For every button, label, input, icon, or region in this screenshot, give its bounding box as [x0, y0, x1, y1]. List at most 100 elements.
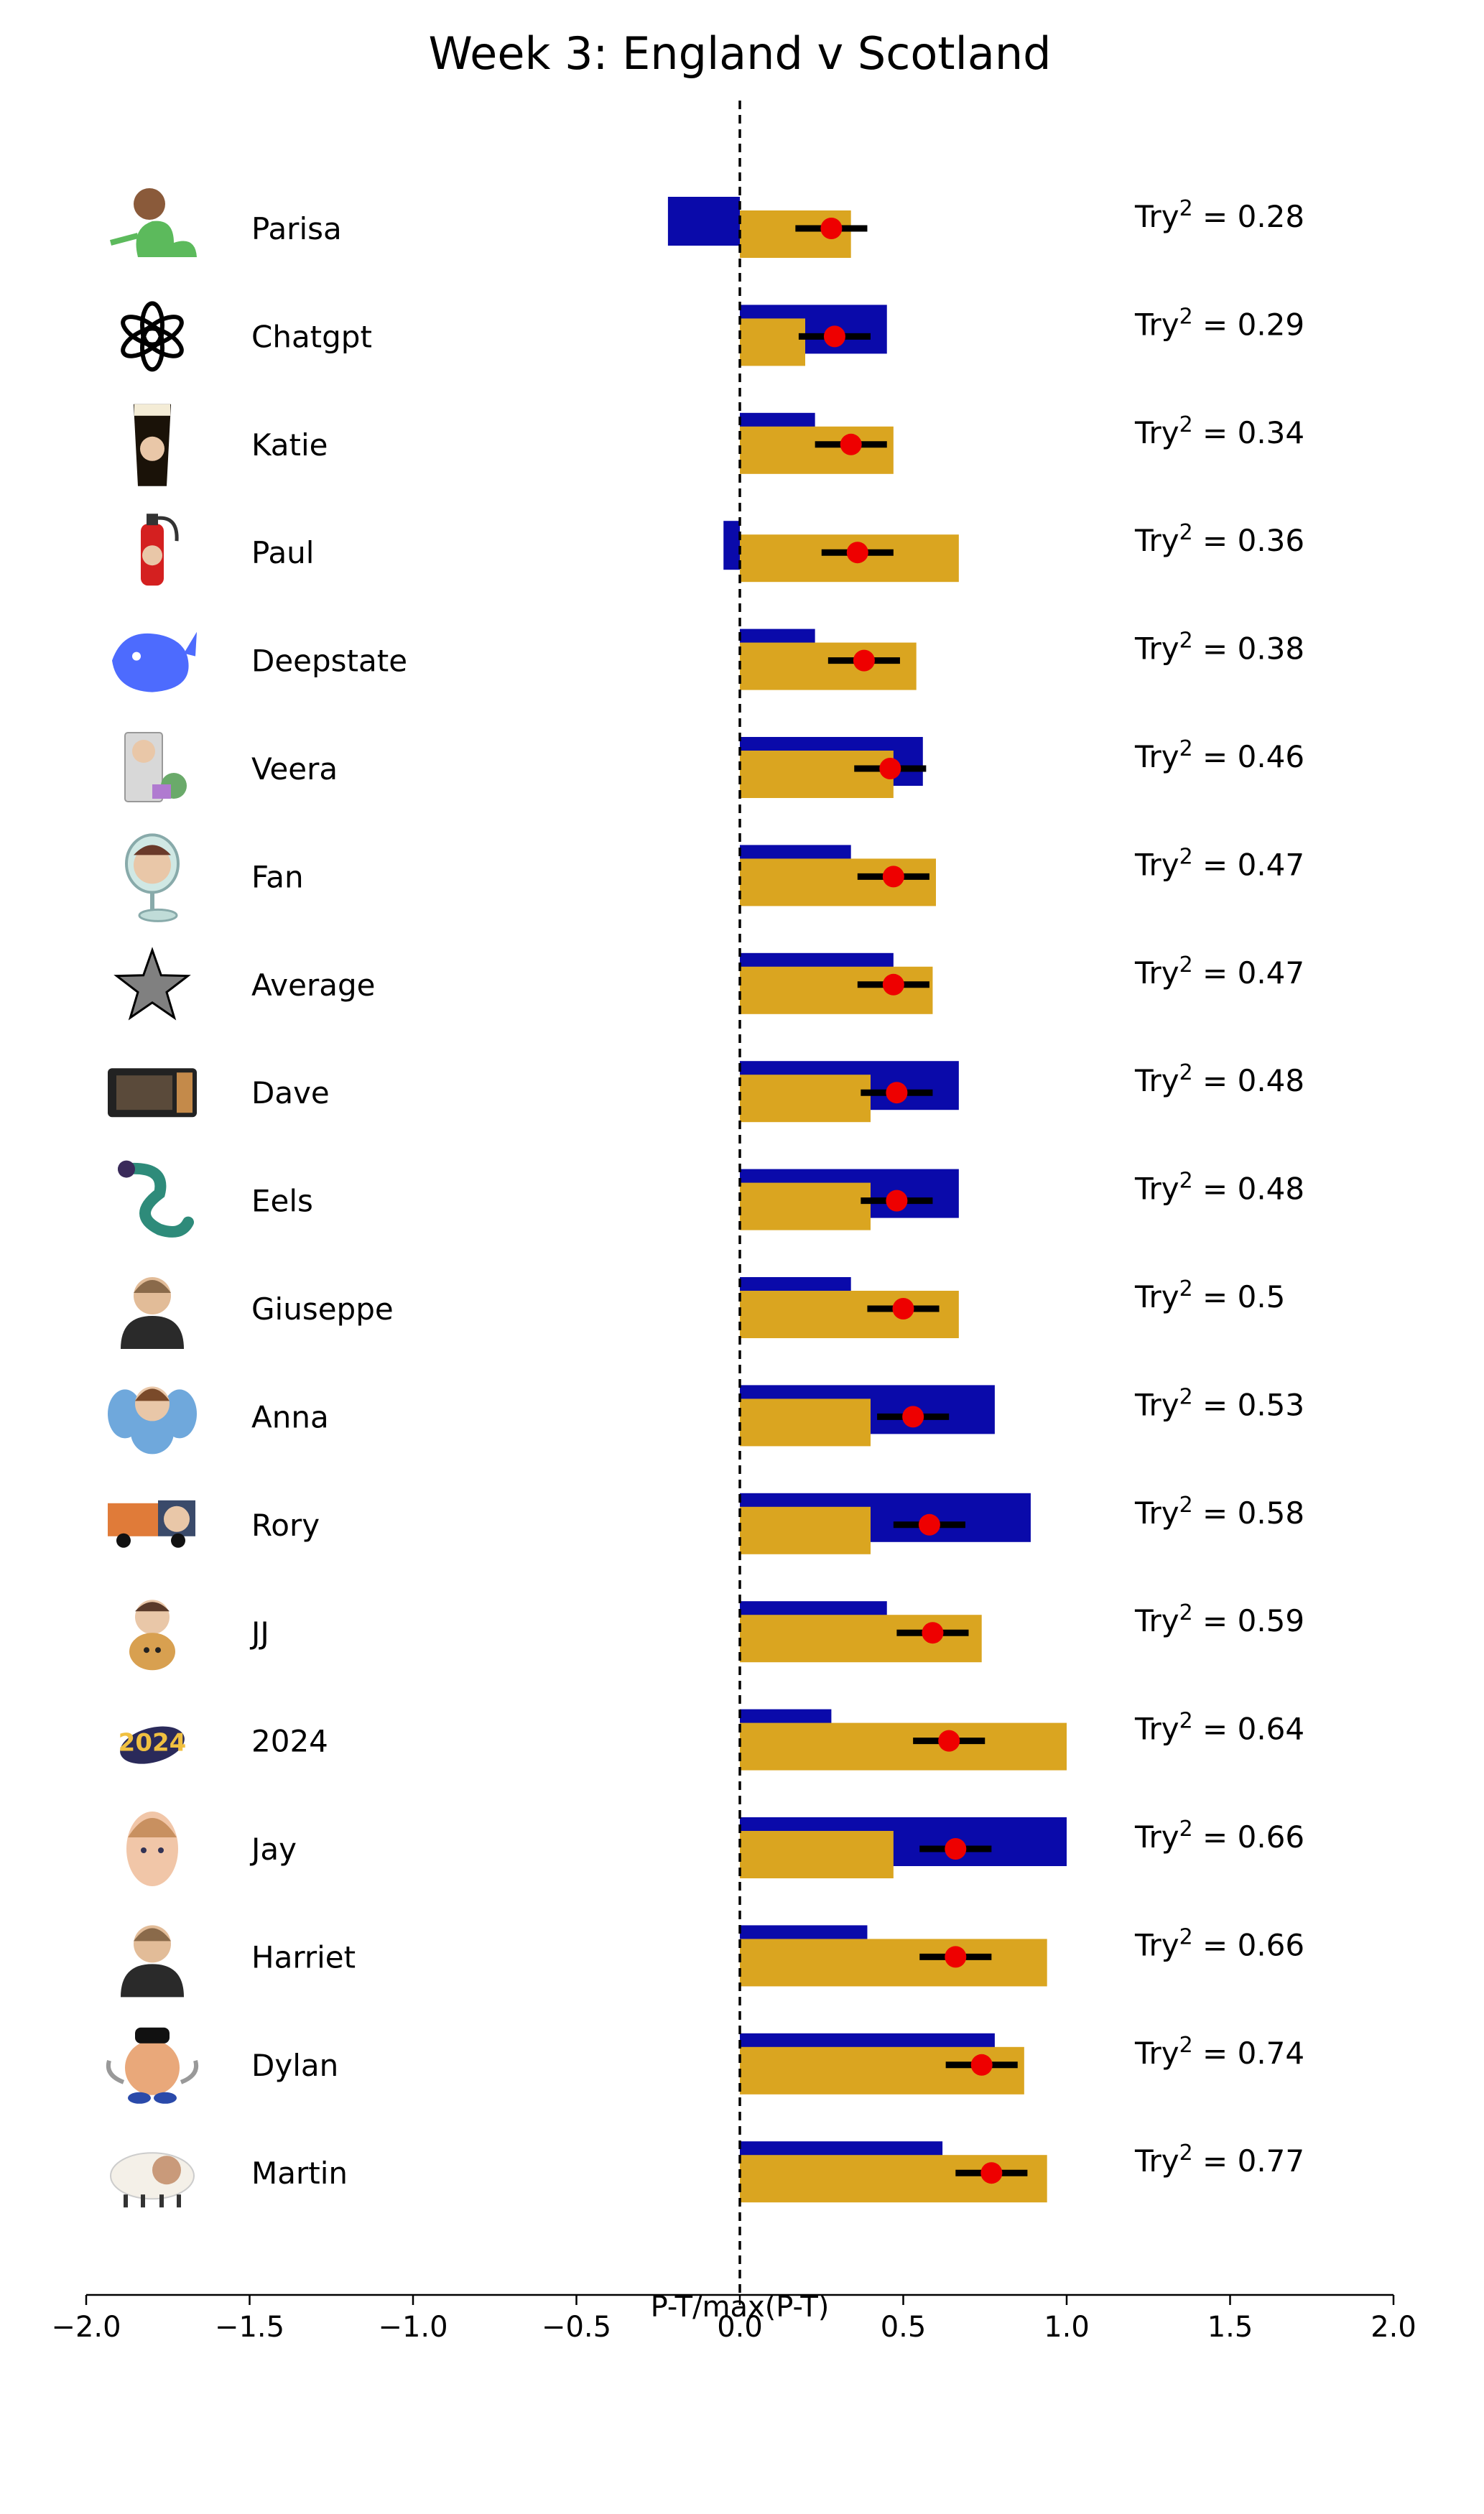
score-marker — [879, 758, 901, 779]
row-name-label: Deepstate — [251, 644, 407, 679]
gold-bar — [740, 426, 894, 474]
score-label: Try2 = 0.66 — [1134, 1817, 1304, 1855]
gold-bar — [740, 1506, 871, 1554]
row-eels: Eels Try2 = 0.48 — [118, 1160, 1304, 1238]
score-label: Try2 = 0.74 — [1134, 2033, 1304, 2071]
row-name-label: Average — [251, 968, 375, 1003]
row-harriet: Harriet Try2 = 0.66 — [121, 1924, 1304, 1998]
score-label: Try2 = 0.5 — [1134, 1276, 1285, 1314]
x-tick-label: 1.5 — [1207, 2311, 1253, 2344]
x-tick-label: 0.0 — [717, 2311, 763, 2344]
desk-lamp-icon — [125, 833, 180, 922]
elephant-icon — [108, 1386, 197, 1455]
truck-icon — [108, 1500, 195, 1548]
star-icon — [113, 947, 191, 1021]
row-martin: Martin Try2 = 0.77 — [110, 2140, 1304, 2208]
gold-bar — [740, 1831, 894, 1878]
gold-bar — [740, 1615, 982, 1663]
row-rory: Rory Try2 = 0.58 — [108, 1493, 1304, 1554]
blue-bar — [723, 521, 740, 570]
blue-bar — [667, 197, 740, 246]
row-dave: Dave Try2 = 0.48 — [108, 1060, 1304, 1123]
score-label: Try2 = 0.46 — [1134, 736, 1304, 774]
score-marker — [882, 866, 904, 888]
row-paul: Paul Try2 = 0.36 — [141, 514, 1304, 586]
score-label: Try2 = 0.47 — [1134, 844, 1304, 882]
score-marker — [846, 542, 868, 564]
row-name-label: JJ — [249, 1615, 269, 1651]
score-marker — [840, 433, 862, 455]
row-chatgpt: Chatgpt Try2 = 0.29 — [121, 301, 1304, 372]
gold-bar — [740, 751, 894, 798]
row-name-label: Paul — [251, 535, 314, 570]
gold-bar — [740, 1399, 871, 1447]
score-marker — [970, 2054, 993, 2076]
row-parisa: Parisa Try2 = 0.28 — [109, 188, 1304, 258]
row-fan: Fan Try2 = 0.47 — [125, 833, 1304, 922]
gold-bar — [740, 2155, 1047, 2203]
score-marker — [892, 1298, 914, 1319]
openai-logo-icon — [121, 301, 184, 372]
row-name-label: Dave — [251, 1075, 330, 1110]
row-name-label: Veera — [251, 751, 338, 787]
score-marker — [918, 1513, 940, 1536]
gold-bar — [740, 1182, 871, 1230]
x-tick-label: −1.0 — [378, 2311, 447, 2344]
score-label: Try2 = 0.28 — [1134, 196, 1304, 234]
dinosaur-icon — [109, 188, 197, 257]
rows-group: Parisa Try2 = 0.28 Chatgpt Try2 = 0.29 Katie… — [106, 188, 1304, 2208]
pint-glass-icon — [134, 404, 171, 486]
x-tick-label: −1.5 — [215, 2311, 284, 2344]
score-marker — [882, 973, 904, 996]
row-name-label: Fan — [251, 859, 304, 894]
fire-extinguisher-icon — [141, 514, 179, 586]
row-name-label: Harriet — [251, 1939, 356, 1975]
score-marker — [945, 1946, 967, 1968]
row-name-label: Jay — [249, 1832, 297, 1867]
x-tick-label: 1.0 — [1044, 2311, 1090, 2344]
computer-tower-icon — [124, 732, 187, 802]
score-label: Try2 = 0.53 — [1134, 1384, 1304, 1422]
row-katie: Katie Try2 = 0.34 — [134, 404, 1304, 486]
gold-bar — [740, 1722, 1067, 1771]
score-label: Try2 = 0.47 — [1134, 952, 1304, 991]
score-marker — [886, 1082, 908, 1104]
x-axis-label: P-T/max(P-T) — [651, 2291, 830, 2324]
score-label: Try2 = 0.34 — [1134, 412, 1304, 450]
row-name-label: 2024 — [251, 1724, 328, 1759]
x-tick-label: −0.5 — [542, 2311, 611, 2344]
gold-bar — [740, 858, 936, 906]
gold-bar — [740, 966, 933, 1014]
x-tick-label: 0.5 — [881, 2311, 927, 2344]
row-name-label: Rory — [251, 1508, 320, 1543]
sheep-icon — [110, 2152, 195, 2208]
score-marker — [853, 649, 875, 672]
x-axis: −2.0 −1.5 −1.0 −0.5 0.0 0.5 1.0 1.5 2.0 — [51, 2293, 1416, 2344]
row-name-label: Giuseppe — [251, 1291, 394, 1327]
svg-text:2024: 2024 — [119, 1729, 187, 1758]
score-label: Try2 = 0.58 — [1134, 1493, 1304, 1531]
score-marker — [945, 1838, 967, 1860]
score-marker — [902, 1406, 924, 1428]
score-label: Try2 = 0.36 — [1134, 520, 1304, 558]
eel-icon — [118, 1160, 194, 1238]
score-marker — [980, 2162, 1003, 2184]
gold-bar — [740, 1939, 1047, 1987]
row-name-label: Parisa — [251, 211, 342, 246]
chart-title: Week 3: England v Scotland — [429, 27, 1052, 80]
score-label: Try2 = 0.48 — [1134, 1060, 1304, 1098]
score-marker — [886, 1189, 908, 1212]
row-name-label: Dylan — [251, 2048, 338, 2083]
row-veera: Veera Try2 = 0.46 — [124, 732, 1304, 802]
whale-icon — [112, 631, 197, 692]
row-2024: 2024 2024 Try2 = 0.64 — [119, 1709, 1304, 1771]
x-tick-label: −2.0 — [51, 2311, 121, 2344]
gold-bar — [740, 642, 917, 690]
score-marker — [938, 1730, 960, 1752]
row-jj: JJ Try2 = 0.59 — [129, 1600, 1304, 1671]
gold-bar — [740, 1075, 871, 1123]
score-label: Try2 = 0.29 — [1134, 304, 1304, 342]
portrait-icon — [121, 1277, 184, 1349]
score-label: Try2 = 0.66 — [1134, 1924, 1304, 1962]
score-label: Try2 = 0.48 — [1134, 1169, 1304, 1207]
